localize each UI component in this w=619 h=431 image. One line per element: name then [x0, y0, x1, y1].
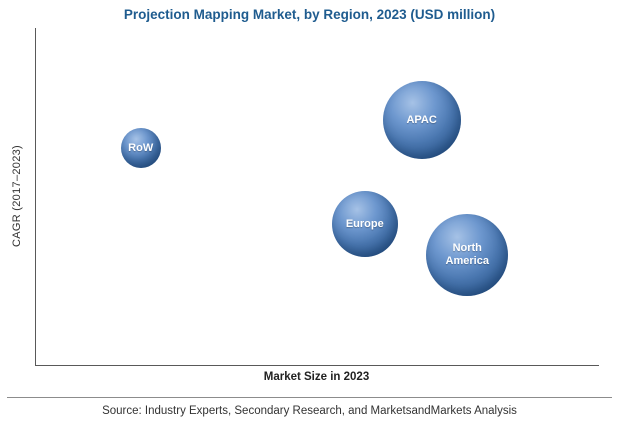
bubble-europe: Europe	[331, 191, 398, 258]
bubble-label: North America	[445, 242, 489, 268]
bubble-apac: APAC	[382, 81, 461, 159]
bubble-label: APAC	[406, 113, 437, 126]
bubble-label: RoW	[128, 141, 154, 154]
source-attribution: Source: Industry Experts, Secondary Rese…	[102, 405, 517, 417]
x-axis-label: Market Size in 2023	[263, 371, 370, 383]
bubble-north-america: North America	[426, 214, 509, 297]
chart-title: Projection Mapping Market, by Region, 20…	[123, 7, 496, 22]
bubble-label: Europe	[345, 217, 384, 230]
footer-divider	[7, 397, 612, 398]
y-axis-label-text: CAGR (2017–2023)	[11, 145, 23, 248]
plot-area: RoW APAC Europe North America	[35, 28, 599, 366]
y-axis-label: CAGR (2017–2023)	[0, 28, 34, 365]
bubble-row: RoW	[120, 127, 161, 168]
